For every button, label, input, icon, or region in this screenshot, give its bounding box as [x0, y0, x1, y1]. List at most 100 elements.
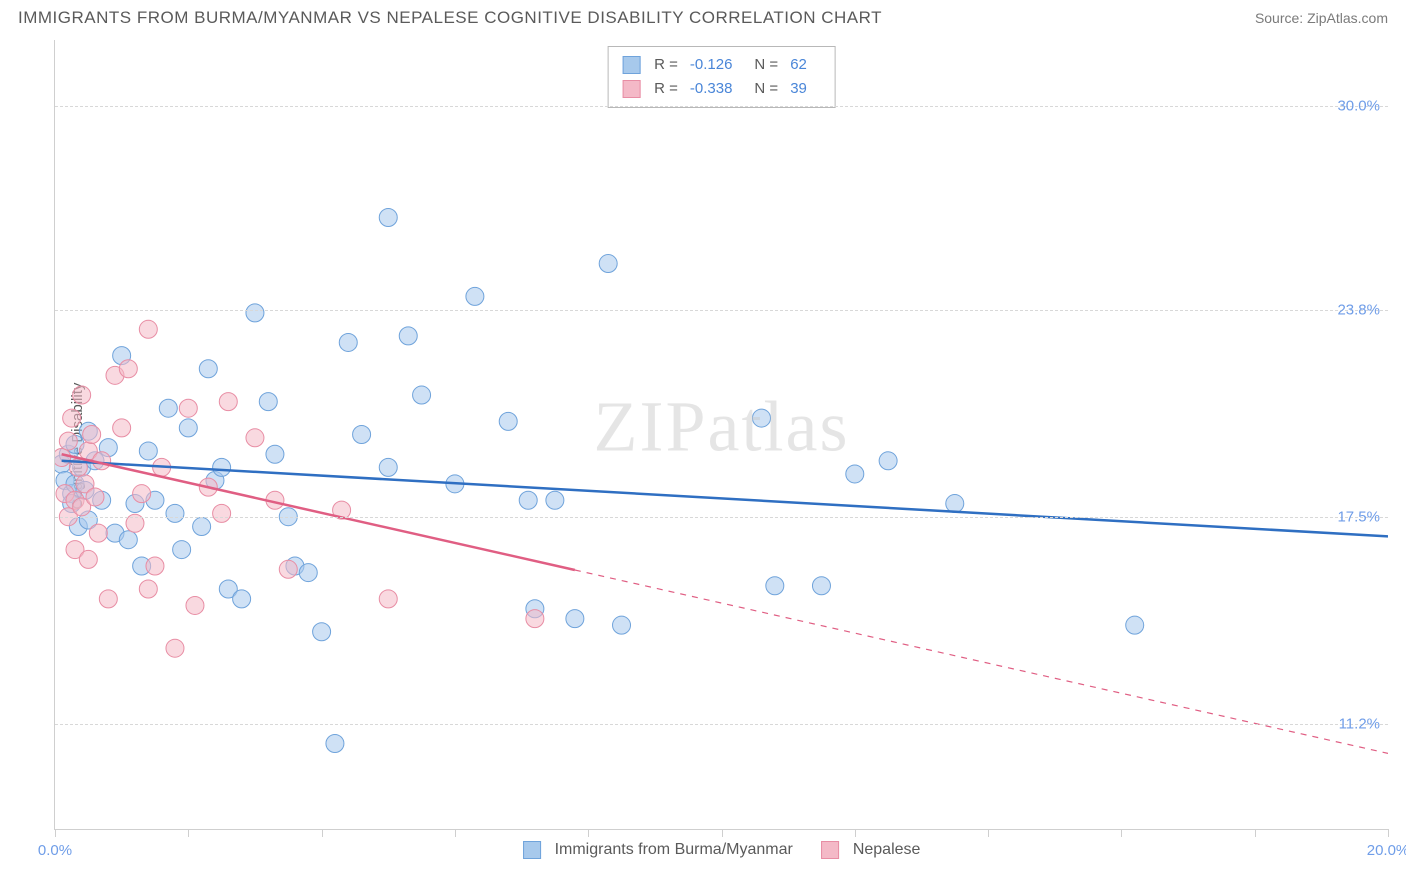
data-point	[379, 458, 397, 476]
data-point	[526, 610, 544, 628]
data-point	[113, 419, 131, 437]
chart-header: IMMIGRANTS FROM BURMA/MYANMAR VS NEPALES…	[0, 0, 1406, 32]
stat-label: R =	[654, 77, 678, 101]
x-tick	[1121, 829, 1122, 837]
data-point	[466, 287, 484, 305]
data-point	[413, 386, 431, 404]
data-point	[519, 491, 537, 509]
x-tick	[55, 829, 56, 837]
x-tick	[455, 829, 456, 837]
data-point	[379, 209, 397, 227]
data-point	[353, 426, 371, 444]
data-point	[139, 580, 157, 598]
data-point	[766, 577, 784, 595]
data-point	[812, 577, 830, 595]
gridline	[55, 106, 1388, 107]
y-tick-label: 11.2%	[1339, 715, 1380, 732]
data-point	[219, 393, 237, 411]
x-tick	[1388, 829, 1389, 837]
data-point	[546, 491, 564, 509]
legend-swatch-blue	[622, 56, 640, 74]
x-tick	[722, 829, 723, 837]
data-point	[179, 419, 197, 437]
data-point	[119, 360, 137, 378]
x-tick	[588, 829, 589, 837]
x-tick	[855, 829, 856, 837]
chart-title: IMMIGRANTS FROM BURMA/MYANMAR VS NEPALES…	[18, 8, 882, 28]
stat-r-value: -0.338	[690, 77, 733, 101]
legend-label: Immigrants from Burma/Myanmar	[555, 841, 793, 859]
x-tick	[322, 829, 323, 837]
data-point	[1126, 616, 1144, 634]
legend-item: Immigrants from Burma/Myanmar	[523, 841, 793, 859]
data-point	[313, 623, 331, 641]
scatter-plot-svg	[55, 40, 1388, 829]
legend-item: Nepalese	[821, 841, 921, 859]
data-point	[213, 504, 231, 522]
gridline	[55, 724, 1388, 725]
data-point	[99, 590, 117, 608]
legend-stats-row: R = -0.338 N = 39	[622, 77, 821, 101]
data-point	[399, 327, 417, 345]
data-point	[266, 445, 284, 463]
data-point	[166, 504, 184, 522]
regression-line-extrapolated	[575, 570, 1388, 753]
data-point	[59, 432, 77, 450]
x-tick	[188, 829, 189, 837]
data-point	[326, 735, 344, 753]
chart-source: Source: ZipAtlas.com	[1255, 10, 1388, 26]
legend-stats-row: R = -0.126 N = 62	[622, 53, 821, 77]
data-point	[246, 304, 264, 322]
data-point	[199, 360, 217, 378]
data-point	[233, 590, 251, 608]
data-point	[879, 452, 897, 470]
x-tick-label: 0.0%	[38, 842, 72, 859]
data-point	[279, 560, 297, 578]
legend-label: Nepalese	[853, 841, 921, 859]
data-point	[379, 590, 397, 608]
data-point	[73, 386, 91, 404]
x-tick	[988, 829, 989, 837]
data-point	[139, 442, 157, 460]
stat-label: N =	[754, 77, 778, 101]
legend-swatch-pink	[622, 80, 640, 98]
data-point	[133, 485, 151, 503]
stat-label: N =	[754, 53, 778, 77]
data-point	[599, 255, 617, 273]
x-tick-label: 20.0%	[1367, 842, 1406, 859]
data-point	[83, 426, 101, 444]
data-point	[79, 550, 97, 568]
legend-swatch-blue	[523, 841, 541, 859]
legend-stats: R = -0.126 N = 62 R = -0.338 N = 39	[607, 46, 836, 108]
data-point	[173, 541, 191, 559]
data-point	[89, 524, 107, 542]
gridline	[55, 517, 1388, 518]
stat-n-value: 62	[790, 53, 807, 77]
stat-n-value: 39	[790, 77, 807, 101]
data-point	[139, 320, 157, 338]
data-point	[246, 429, 264, 447]
data-point	[339, 333, 357, 351]
data-point	[613, 616, 631, 634]
stat-label: R =	[654, 53, 678, 77]
x-tick	[1255, 829, 1256, 837]
data-point	[213, 458, 231, 476]
data-point	[752, 409, 770, 427]
data-point	[119, 531, 137, 549]
chart-area: ZIPatlas R = -0.126 N = 62 R = -0.338 N …	[54, 40, 1388, 830]
data-point	[566, 610, 584, 628]
y-tick-label: 17.5%	[1337, 508, 1380, 525]
stat-r-value: -0.126	[690, 53, 733, 77]
data-point	[179, 399, 197, 417]
data-point	[259, 393, 277, 411]
data-point	[193, 518, 211, 536]
data-point	[55, 449, 71, 467]
y-tick-label: 30.0%	[1337, 97, 1380, 114]
data-point	[946, 495, 964, 513]
y-tick-label: 23.8%	[1337, 301, 1380, 318]
data-point	[299, 564, 317, 582]
data-point	[186, 596, 204, 614]
legend-swatch-pink	[821, 841, 839, 859]
legend-series: Immigrants from Burma/Myanmar Nepalese	[523, 841, 921, 859]
data-point	[159, 399, 177, 417]
